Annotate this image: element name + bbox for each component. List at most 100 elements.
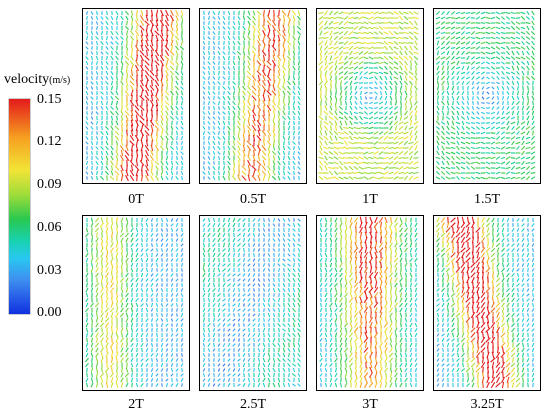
velocity-vector xyxy=(114,170,120,176)
velocity-vector xyxy=(436,105,440,111)
velocity-vector xyxy=(149,70,155,76)
velocity-vector xyxy=(465,27,471,29)
velocity-vector xyxy=(252,79,256,87)
velocity-vector xyxy=(330,277,332,283)
velocity-vector xyxy=(403,150,409,156)
velocity-vector xyxy=(374,81,378,85)
velocity-vector xyxy=(375,296,377,304)
velocity-vector xyxy=(217,302,221,308)
velocity-vector xyxy=(227,228,231,232)
velocity-vector xyxy=(242,333,246,337)
velocity-vector xyxy=(374,216,378,224)
velocity-vector xyxy=(383,367,389,373)
velocity-vector xyxy=(527,237,529,243)
velocity-vector xyxy=(154,60,160,66)
velocity-vector xyxy=(233,160,235,166)
velocity-vector xyxy=(130,129,134,137)
velocity-vector xyxy=(227,165,231,171)
velocity-vector xyxy=(116,257,118,263)
velocity-vector xyxy=(355,231,357,239)
velocity-vector xyxy=(297,362,301,368)
velocity-vector xyxy=(394,242,398,248)
velocity-vector xyxy=(125,70,129,76)
velocity-vector xyxy=(95,367,99,373)
velocity-vector xyxy=(203,327,205,333)
velocity-vector xyxy=(358,247,364,253)
velocity-vector xyxy=(363,56,369,60)
velocity-vector xyxy=(287,166,291,170)
velocity-vector xyxy=(490,252,496,258)
velocity-vector xyxy=(125,45,129,51)
velocity-vector xyxy=(141,217,143,223)
velocity-vector xyxy=(126,85,128,91)
velocity-vector xyxy=(415,317,417,323)
velocity-vector xyxy=(115,292,119,298)
velocity-vector xyxy=(532,130,534,136)
velocity-vector xyxy=(324,55,328,61)
velocity-vector xyxy=(531,120,535,126)
velocity-vector xyxy=(242,50,246,56)
velocity-vector xyxy=(227,288,231,292)
velocity-vector xyxy=(232,308,236,312)
velocity-vector xyxy=(436,90,440,96)
velocity-vector xyxy=(263,253,265,257)
velocity-vector xyxy=(532,253,534,257)
velocity-vector xyxy=(111,237,113,243)
velocity-vector xyxy=(500,55,506,61)
velocity-vector xyxy=(465,151,471,155)
velocity-vector xyxy=(268,263,270,267)
velocity-vector xyxy=(530,140,536,146)
velocity-vector xyxy=(455,136,461,140)
velocity-vector xyxy=(339,312,343,318)
velocity-vector xyxy=(135,282,139,288)
velocity-vector xyxy=(333,156,339,160)
velocity-vector xyxy=(292,383,296,387)
velocity-vector xyxy=(207,16,211,20)
velocity-vector xyxy=(380,301,382,309)
velocity-vector xyxy=(237,283,241,287)
velocity-vector xyxy=(248,313,250,317)
velocity-vector-plot xyxy=(319,216,418,389)
velocity-vector xyxy=(475,122,481,124)
velocity-vector xyxy=(287,307,291,313)
colorbar-tick-label: 0.00 xyxy=(37,305,62,320)
velocity-vector xyxy=(273,372,275,378)
velocity-vector xyxy=(383,31,389,35)
velocity-vector xyxy=(436,75,440,81)
velocity-vector xyxy=(165,9,169,17)
velocity-vector xyxy=(85,101,89,105)
velocity-vector xyxy=(277,110,281,116)
velocity-vector xyxy=(287,378,291,382)
velocity-vector xyxy=(496,262,500,268)
velocity-vector xyxy=(530,172,536,174)
velocity-vector xyxy=(404,297,408,303)
velocity-vector xyxy=(282,60,286,66)
velocity-vector xyxy=(95,292,99,298)
velocity-vector xyxy=(292,150,296,156)
velocity-vector xyxy=(207,170,211,176)
velocity-vector xyxy=(130,242,134,248)
velocity-vector xyxy=(227,383,231,387)
velocity-vector xyxy=(175,218,179,222)
velocity-vector xyxy=(403,27,409,29)
velocity-vector xyxy=(505,37,511,39)
velocity-vector xyxy=(452,267,454,273)
velocity-vector xyxy=(164,19,170,27)
velocity-vector xyxy=(476,261,480,269)
velocity-vector xyxy=(318,156,324,160)
velocity-vector xyxy=(287,65,291,71)
velocity-vector xyxy=(151,238,153,242)
velocity-vector xyxy=(222,95,226,101)
velocity-vector xyxy=(485,171,491,175)
velocity-vector xyxy=(222,298,226,302)
velocity-vector xyxy=(238,25,240,31)
velocity-vector xyxy=(399,115,403,121)
velocity-vector xyxy=(530,75,536,81)
velocity-vector xyxy=(495,146,501,150)
velocity-vector xyxy=(348,56,354,60)
velocity-vector xyxy=(329,40,333,46)
velocity-vector xyxy=(323,10,329,16)
velocity-vector xyxy=(378,30,384,36)
velocity-vector xyxy=(495,41,501,45)
velocity-vector xyxy=(318,115,324,121)
